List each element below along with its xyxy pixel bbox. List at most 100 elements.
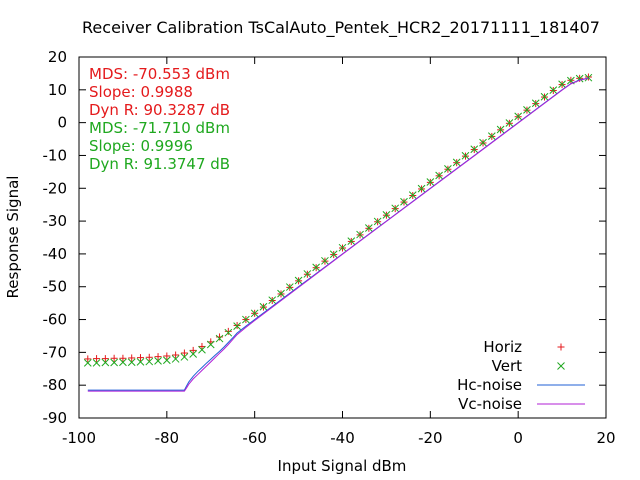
y-tick-label: -20 [43, 179, 68, 197]
x-ticks: -100 -80 -60 -40 -20 0 20 [62, 57, 616, 447]
data-point [321, 256, 329, 265]
data-point [119, 358, 127, 367]
annotation-text: Dyn R: 90.3287 dB [89, 101, 230, 119]
y-tick-label: -90 [43, 409, 68, 427]
x-tick-label: -80 [155, 429, 180, 447]
data-point [408, 191, 417, 200]
y-tick-label: -10 [43, 146, 68, 164]
data-point [540, 92, 549, 101]
data-point [83, 359, 92, 367]
data-point [162, 356, 171, 365]
data-point [119, 354, 127, 362]
data-point [382, 211, 391, 219]
data-point [145, 353, 153, 361]
y-tick-label: -30 [43, 212, 68, 230]
data-point [285, 283, 294, 291]
data-point [215, 334, 224, 343]
y-tick-label: 20 [48, 48, 67, 66]
data-point [84, 355, 92, 363]
x-tick-label: -40 [330, 429, 355, 447]
data-point [452, 158, 461, 167]
data-point [364, 224, 373, 232]
data-point [400, 197, 408, 206]
data-point [216, 333, 224, 341]
data-point [206, 340, 215, 349]
data-point [154, 357, 162, 365]
data-point [531, 99, 540, 108]
data-point [154, 353, 162, 361]
x-tick-label: -20 [418, 429, 443, 447]
data-point [163, 352, 171, 360]
data-point [294, 276, 303, 285]
data-point [523, 105, 531, 114]
data-point [268, 296, 277, 305]
data-point [435, 171, 443, 180]
data-point [259, 302, 268, 311]
data-point [224, 328, 233, 337]
data-point [487, 132, 496, 140]
y-tick-label: -80 [43, 376, 68, 394]
data-point [198, 342, 206, 350]
data-point [329, 250, 338, 259]
data-point [373, 217, 382, 226]
legend-label: Vc-noise [458, 395, 522, 413]
annotation-text: Dyn R: 91.3747 dB [89, 155, 230, 173]
data-point [426, 178, 435, 186]
chart-title: Receiver Calibration TsCalAuto_Pentek_HC… [82, 18, 600, 38]
data-point [312, 263, 321, 272]
data-point [136, 358, 145, 366]
data-point [356, 230, 364, 239]
data-point [479, 138, 487, 147]
legend-label: Vert [492, 357, 522, 375]
data-point [347, 237, 356, 245]
data-point [461, 151, 470, 160]
data-point [303, 270, 312, 278]
data-point [92, 359, 101, 367]
data-point [391, 204, 400, 213]
data-point [180, 353, 189, 361]
y-tick-label: 10 [48, 81, 67, 99]
data-point [505, 119, 514, 127]
data-point [417, 184, 426, 193]
data-point [189, 346, 197, 354]
data-point [128, 354, 136, 362]
data-point [444, 165, 452, 173]
y-axis-label: Response Signal [4, 176, 22, 299]
series-line [87, 77, 589, 392]
data-point [136, 354, 144, 362]
data-point [338, 243, 347, 252]
legend-swatch [557, 343, 565, 351]
data-point [189, 350, 198, 358]
y-tick-label: -50 [43, 278, 68, 296]
annotation-text: Slope: 0.9996 [89, 137, 193, 155]
data-point [101, 355, 109, 363]
data-point [145, 357, 154, 366]
y-tick-label: -70 [43, 343, 68, 361]
legend-label: Hc-noise [457, 376, 522, 394]
data-point [558, 80, 566, 89]
annotation-text: MDS: -70.553 dBm [89, 65, 230, 83]
x-tick-label: -60 [242, 429, 267, 447]
data-point [549, 86, 558, 94]
data-point [93, 355, 101, 363]
annotation-text: MDS: -71.710 dBm [89, 119, 230, 137]
data-point [198, 345, 206, 354]
y-tick-label: -60 [43, 311, 68, 329]
data-point [470, 145, 479, 154]
data-point [172, 351, 180, 359]
data-point [127, 358, 136, 367]
data-point [514, 112, 523, 121]
legend-label: Horiz [483, 338, 522, 356]
data-point [110, 354, 118, 362]
data-point [180, 349, 188, 357]
data-point [584, 73, 593, 82]
data-point [110, 358, 118, 367]
x-tick-label: 0 [513, 429, 523, 447]
y-ticks: -90 -80 -70 -60 -50 -40 -30 -20 -10 0 10 20 [43, 48, 606, 427]
data-point [101, 358, 110, 367]
data-point [250, 309, 259, 318]
data-point [224, 327, 232, 335]
y-tick-label: 0 [57, 114, 67, 132]
